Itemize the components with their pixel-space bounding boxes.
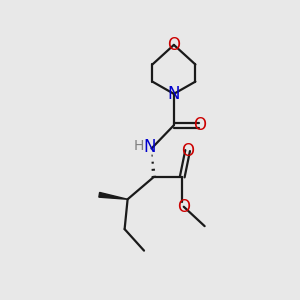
Text: N: N [168,85,180,103]
Text: O: O [167,36,180,54]
Text: O: O [181,142,194,160]
Text: H: H [134,139,144,153]
Text: O: O [193,116,206,134]
Text: O: O [177,198,190,216]
Polygon shape [99,192,128,199]
Text: N: N [144,138,156,156]
